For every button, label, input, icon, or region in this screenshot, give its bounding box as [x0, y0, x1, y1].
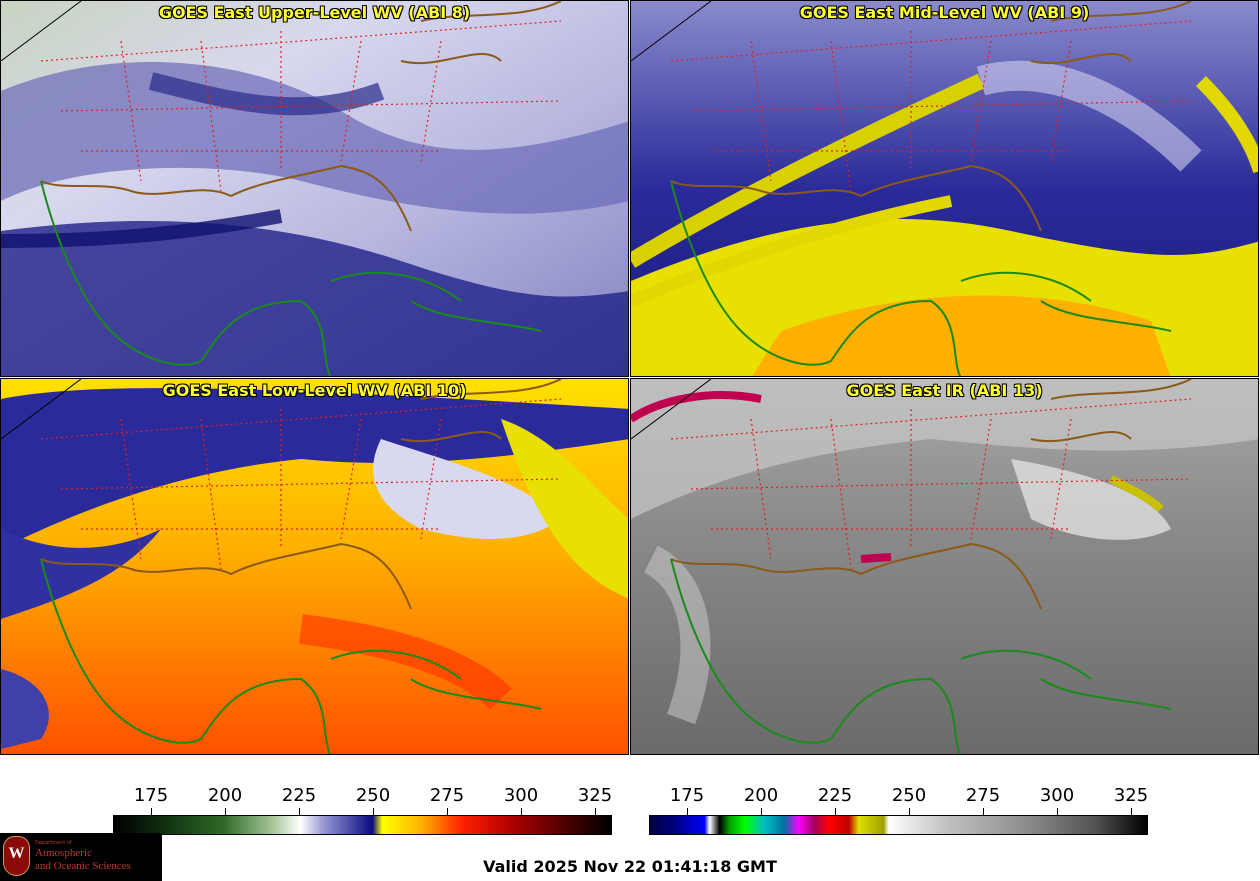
colorbar-ir-tick-label: 275: [965, 785, 1001, 806]
low-level-wv-panel: GOES East Low-Level WV (ABI 10): [0, 378, 629, 755]
colorbar-wv-tick: [225, 808, 226, 815]
panel-title: GOES East Mid-Level WV (ABI 9): [799, 3, 1090, 22]
colorbar-wv-tick: [299, 808, 300, 815]
colorbar-water-vapor: [113, 815, 612, 835]
colorbar-ir-tick: [687, 808, 688, 815]
panel-title: GOES East Upper-Level WV (ABI 8): [158, 3, 471, 22]
colorbar-ir-tick-label: 200: [743, 785, 779, 806]
map-borders-overlay: [1, 379, 562, 754]
upper-level-wv-panel: GOES East Upper-Level WV (ABI 8): [0, 0, 629, 377]
colorbar-ir-tick: [835, 808, 836, 815]
map-borders-overlay: [631, 379, 1192, 754]
colorbar-wv-tick: [373, 808, 374, 815]
colorbar-ir-tick-label: 300: [1039, 785, 1075, 806]
colorbar-wv-tick-label: 225: [281, 785, 317, 806]
colorbar-ir-tick: [1131, 808, 1132, 815]
colorbar-ir-tick: [761, 808, 762, 815]
mid-level-wv-image: [631, 1, 1258, 376]
colorbar-wv-tick-label: 175: [133, 785, 169, 806]
colorbar-wv-tick: [447, 808, 448, 815]
colorbar-wv-tick: [151, 808, 152, 815]
uw-seal-icon: W: [3, 836, 30, 876]
valid-time-label: Valid 2025 Nov 22 01:41:18 GMT: [483, 857, 777, 876]
colorbar-wv-tick: [521, 808, 522, 815]
colorbar-wv-tick-label: 300: [503, 785, 539, 806]
aos-logo: W Department of Atmospheric and Oceanic …: [0, 833, 162, 881]
colorbar-ir-tick-label: 325: [1113, 785, 1149, 806]
colorbar-ir-tick-label: 250: [891, 785, 927, 806]
colorbar-infrared: [649, 815, 1148, 835]
map-borders-overlay: [631, 1, 1192, 376]
colorbar-wv-tick-label: 250: [355, 785, 391, 806]
colorbar-wv-tick-label: 200: [207, 785, 243, 806]
logo-department-label: Department of: [35, 840, 72, 846]
mid-level-wv-panel: GOES East Mid-Level WV (ABI 9): [630, 0, 1259, 377]
logo-line-oceanic-sciences: and Oceanic Sciences: [35, 860, 131, 872]
colorbar-wv-tick-label: 275: [429, 785, 465, 806]
panel-title: GOES East IR (ABI 13): [846, 381, 1043, 400]
colorbar-ir-tick: [909, 808, 910, 815]
colorbar-wv-tick: [595, 808, 596, 815]
colorbar-ir-tick-label: 175: [669, 785, 705, 806]
colorbar-wv-tick-label: 325: [577, 785, 613, 806]
panel-title: GOES East Low-Level WV (ABI 10): [162, 381, 467, 400]
colorbar-ir-tick: [1057, 808, 1058, 815]
logo-line-atmospheric: Atmospheric: [35, 847, 92, 859]
infrared-panel: GOES East IR (ABI 13): [630, 378, 1259, 755]
colorbar-ir-tick-label: 225: [817, 785, 853, 806]
colorbar-ir-tick: [983, 808, 984, 815]
map-borders-overlay: [1, 1, 562, 376]
